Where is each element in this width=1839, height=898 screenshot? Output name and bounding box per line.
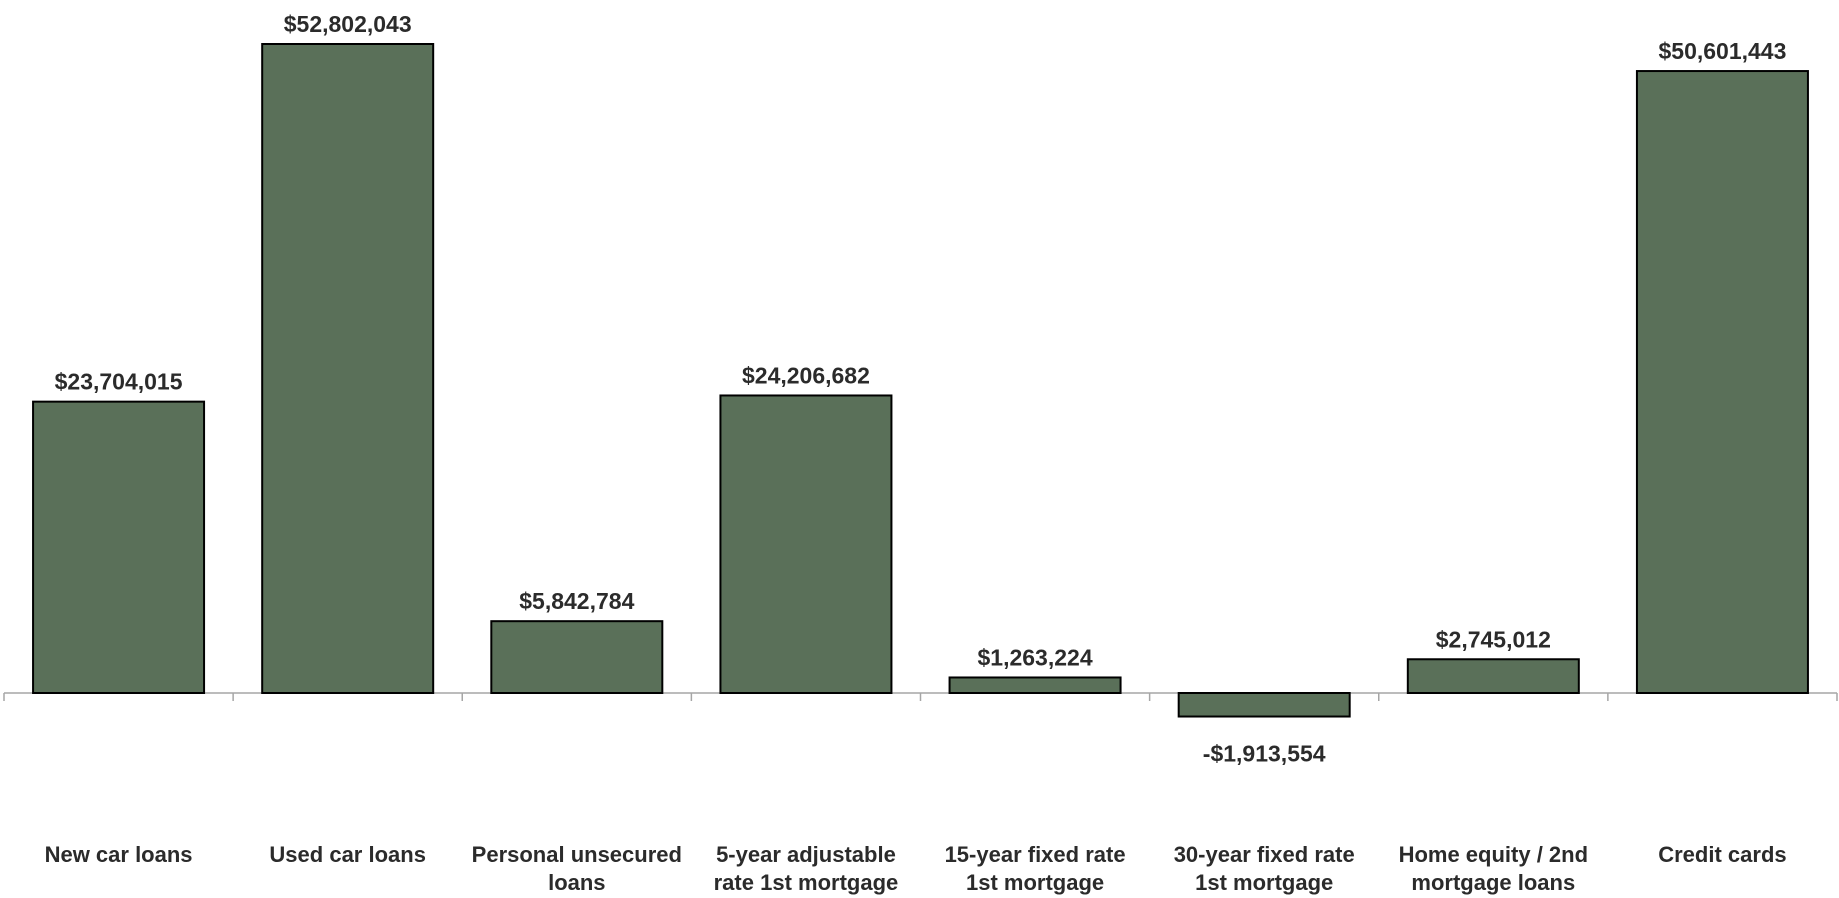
data-label: $1,263,224	[978, 644, 1093, 670]
bar	[1177, 692, 1351, 718]
category-label-line: New car loans	[45, 842, 193, 867]
category-label: Personal unsecured loans	[472, 842, 682, 895]
bars-layer	[32, 43, 1809, 718]
category-label: Used car loans	[269, 842, 426, 867]
data-label: -$1,913,554	[1203, 741, 1326, 767]
category-label: 15-year fixed rate 1st mortgage	[945, 842, 1126, 895]
category-label: 30-year fixed rate 1st mortgage	[1174, 842, 1355, 895]
category-label: Home equity / 2nd mortgage loans	[1399, 842, 1588, 895]
data-label: $23,704,015	[55, 369, 183, 395]
data-label: $5,842,784	[519, 588, 634, 614]
axis-layer	[3, 692, 1838, 701]
data-labels-layer: $23,704,015 $52,802,043 $5,842,784 $24,206,…	[55, 11, 1787, 767]
bar	[490, 620, 664, 695]
category-label-line: mortgage loans	[1411, 870, 1575, 895]
category-label-line: rate 1st mortgage	[714, 870, 899, 895]
bar	[32, 400, 206, 694]
data-label: $24,206,682	[742, 362, 870, 388]
category-label: 5-year adjustable rate 1st mortgage	[714, 842, 899, 895]
data-label: $50,601,443	[1658, 38, 1786, 64]
category-label-line: 15-year fixed rate	[945, 842, 1126, 867]
bar	[1635, 70, 1809, 695]
category-label-line: Personal unsecured	[472, 842, 682, 867]
category-label-line: Credit cards	[1658, 842, 1786, 867]
category-label-line: 30-year fixed rate	[1174, 842, 1355, 867]
category-label: Credit cards	[1658, 842, 1786, 867]
data-label: $2,745,012	[1436, 626, 1551, 652]
data-label: $52,802,043	[284, 11, 412, 37]
bar	[261, 43, 435, 694]
category-label: New car loans	[45, 842, 193, 867]
bar	[1406, 658, 1580, 695]
category-label-line: 1st mortgage	[1195, 870, 1333, 895]
category-label-line: 5-year adjustable	[716, 842, 896, 867]
category-label-line: loans	[548, 870, 605, 895]
category-label-line: Used car loans	[269, 842, 426, 867]
category-label-line: 1st mortgage	[966, 870, 1104, 895]
bar	[719, 394, 893, 694]
bar	[948, 676, 1122, 694]
category-label-line: Home equity / 2nd	[1399, 842, 1588, 867]
category-labels-layer: New car loans Used car loans Personal unse…	[45, 842, 1787, 895]
